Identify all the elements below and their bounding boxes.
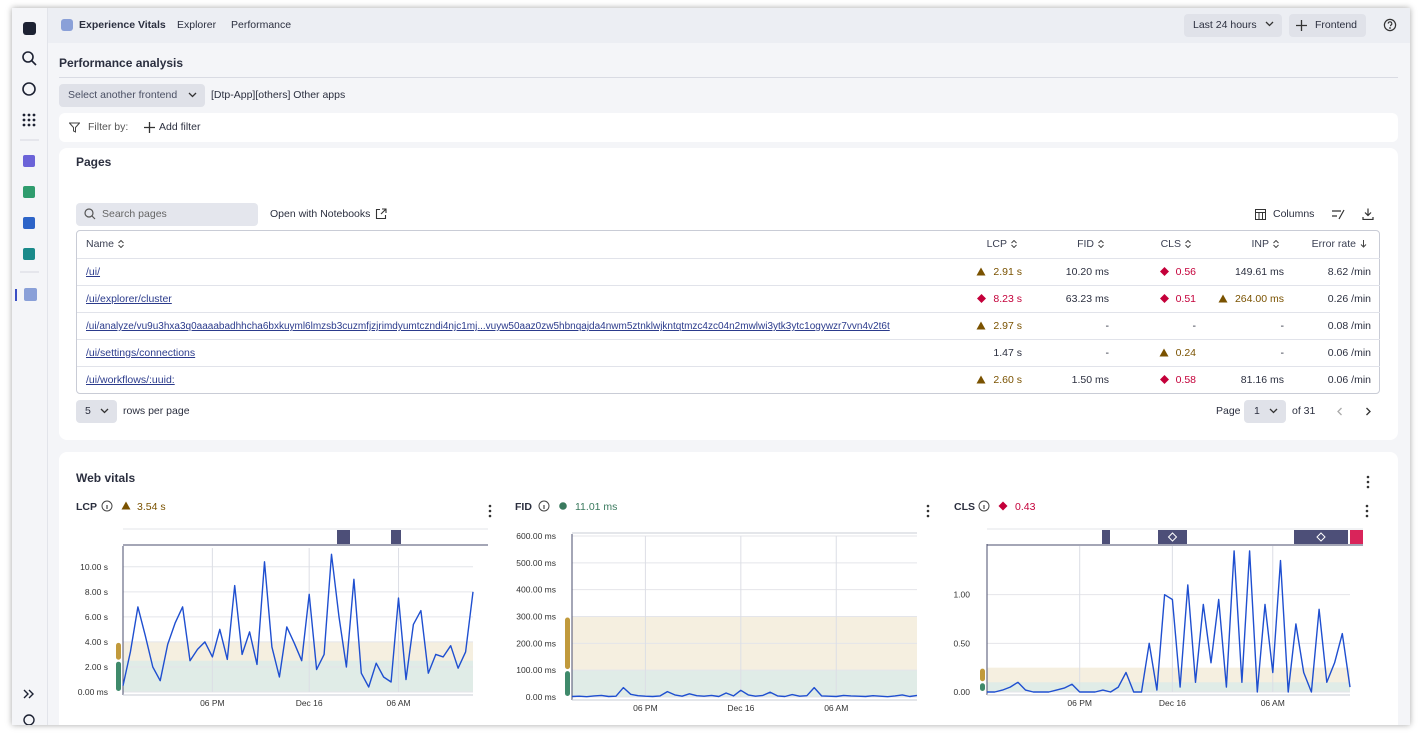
threshold-band [987,668,1350,683]
kebab-dot [489,515,492,518]
kebab-menu[interactable] [927,505,930,518]
chart-summary: 3.54 s [137,501,166,513]
kebab-menu[interactable] [1367,476,1370,489]
kebab-dot [489,510,492,513]
threshold-indicator [980,669,985,682]
x-tick-label: 06 PM [200,698,225,708]
y-tick-label: 600.00 ms [516,531,556,541]
threshold-indicator [565,618,570,670]
event-marker [1102,530,1110,544]
status-icon [122,502,131,510]
x-tick-label: Dec 16 [296,698,323,708]
y-tick-label: 1.00 [953,590,970,600]
status-icon [999,502,1008,511]
kebab-menu[interactable] [489,505,492,518]
y-tick-label: 0.00 ms [78,687,108,697]
chart-summary: 0.43 [1015,501,1036,513]
decoration [1367,481,1370,484]
y-tick-label: 6.00 s [85,612,108,622]
status-icon [559,502,567,510]
y-tick-label: 0.00 ms [526,692,556,702]
kebab-dot [1366,505,1369,508]
x-tick-label: 06 AM [1261,698,1285,708]
kebab-dot [927,510,930,513]
threshold-indicator [565,671,570,696]
y-tick-label: 100.00 ms [516,665,556,675]
y-tick-label: 0.00 [953,687,970,697]
kebab-dot [489,505,492,508]
event-marker [391,530,401,544]
decoration [1367,476,1370,479]
kebab-dot [1366,510,1369,513]
y-tick-label: 8.00 s [85,587,108,597]
kebab-dot [1366,515,1369,518]
event-marker [1158,530,1187,544]
chart-title: CLS [954,501,975,513]
x-tick-label: Dec 16 [727,703,754,713]
y-tick-label: 500.00 ms [516,558,556,568]
y-tick-label: 300.00 ms [516,612,556,622]
x-tick-label: 06 PM [1067,698,1092,708]
threshold-band [123,661,473,692]
threshold-indicator [980,683,985,691]
x-tick-label: 06 AM [824,703,848,713]
chart-title: FID [515,501,532,513]
kebab-menu[interactable] [1366,505,1369,518]
threshold-band [987,682,1350,692]
y-tick-label: 10.00 s [80,562,108,572]
decoration [1367,486,1370,489]
x-tick-label: Dec 16 [1159,698,1186,708]
chart-title: LCP [76,501,97,513]
y-tick-label: 400.00 ms [516,585,556,595]
threshold-indicator [116,662,121,691]
kebab-dot [927,515,930,518]
x-tick-label: 06 AM [386,698,410,708]
y-tick-label: 0.50 [953,638,970,648]
event-marker [1294,530,1348,544]
x-tick-label: 06 PM [633,703,658,713]
y-tick-label: 4.00 s [85,637,108,647]
chart-summary: 11.01 ms [575,501,617,513]
y-tick-label: 200.00 ms [516,638,556,648]
threshold-indicator [116,643,121,660]
event-marker [1350,530,1363,544]
kebab-dot [927,505,930,508]
event-marker [337,530,350,544]
y-tick-label: 2.00 s [85,662,108,672]
